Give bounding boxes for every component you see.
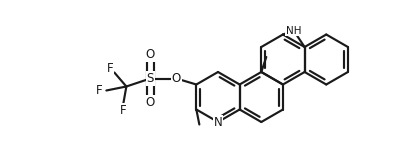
Text: F: F [107,62,113,75]
Text: F: F [120,104,126,117]
Text: O: O [145,48,155,61]
Text: F: F [96,84,102,97]
Text: O: O [145,96,155,109]
Text: S: S [146,72,153,85]
Text: NH: NH [286,26,301,36]
Text: O: O [171,72,181,85]
Text: N: N [213,116,222,128]
